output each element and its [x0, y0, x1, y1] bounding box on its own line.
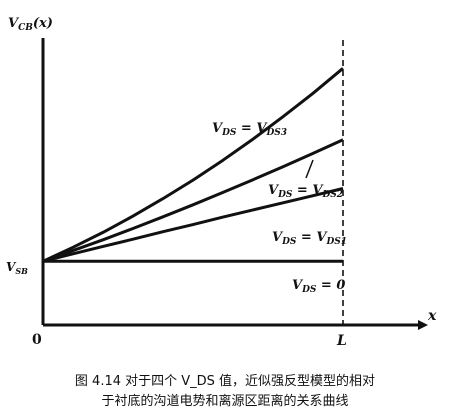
label-vds1: VDS = VDS1 [272, 230, 347, 247]
x-axis-arrow-icon [418, 320, 428, 330]
y-tick-label-vsb: VSB [6, 260, 28, 276]
y-axis-label: VCB(x) [8, 16, 53, 33]
series-line-0 [42, 67, 344, 263]
y-axis-label-arg: (x) [33, 16, 53, 31]
caption-line-1: 图 4.14 对于四个 V_DS 值，近似强反型模型的相对 [74, 374, 376, 389]
label-vds2-pointer [305, 159, 314, 179]
series-line-1 [42, 138, 344, 263]
label-vds0: VDS = 0 [292, 278, 345, 295]
x-axis-label: x [427, 308, 437, 324]
y-tick-label-vsb-sub: SB [15, 266, 28, 276]
series-line-2 [42, 187, 344, 263]
x-tick-label-L: L [336, 333, 347, 349]
y-axis-label-sub: CB [18, 23, 33, 33]
label-vds2: VDS = VDS2 [268, 183, 343, 200]
origin-label: 0 [32, 332, 42, 348]
series-layer [42, 67, 344, 263]
caption-line-2: 于衬底的沟道电势和离源区距离的关系曲线 [101, 394, 349, 409]
